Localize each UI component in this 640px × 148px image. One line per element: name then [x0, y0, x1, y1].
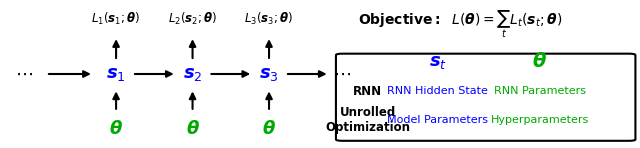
Text: RNN Hidden State: RNN Hidden State: [387, 86, 488, 96]
Text: $\boldsymbol{s}_2$: $\boldsymbol{s}_2$: [183, 65, 202, 83]
Text: $\cdots$: $\cdots$: [15, 65, 33, 83]
Text: Model Parameters: Model Parameters: [387, 115, 488, 126]
Text: $\boldsymbol{\theta}$: $\boldsymbol{\theta}$: [532, 52, 547, 71]
Text: $\boldsymbol{\theta}$: $\boldsymbol{\theta}$: [186, 120, 200, 138]
Text: $\boldsymbol{s}_t$: $\boldsymbol{s}_t$: [429, 53, 447, 71]
Text: $\mathbf{Objective:}$  $L(\boldsymbol{\theta}) = \sum_t L_t(\boldsymbol{s}_t;\bo: $\mathbf{Objective:}$ $L(\boldsymbol{\th…: [358, 9, 563, 40]
Text: RNN Parameters: RNN Parameters: [494, 86, 586, 96]
Text: $\cdots$: $\cdots$: [333, 65, 351, 83]
Text: $\boldsymbol{\theta}$: $\boldsymbol{\theta}$: [109, 120, 123, 138]
Text: $L_2(\boldsymbol{s}_2;\boldsymbol{\theta})$: $L_2(\boldsymbol{s}_2;\boldsymbol{\theta…: [168, 11, 217, 27]
Text: $L_3(\boldsymbol{s}_3;\boldsymbol{\theta})$: $L_3(\boldsymbol{s}_3;\boldsymbol{\theta…: [244, 11, 294, 27]
Text: Hyperparameters: Hyperparameters: [491, 115, 589, 126]
FancyBboxPatch shape: [336, 54, 636, 141]
Text: RNN: RNN: [353, 85, 382, 98]
Text: Unrolled
Optimization: Unrolled Optimization: [325, 106, 410, 135]
Text: $\boldsymbol{s}_1$: $\boldsymbol{s}_1$: [106, 65, 126, 83]
Text: $\boldsymbol{s}_3$: $\boldsymbol{s}_3$: [259, 65, 279, 83]
Text: $L_1(\boldsymbol{s}_1;\boldsymbol{\theta})$: $L_1(\boldsymbol{s}_1;\boldsymbol{\theta…: [92, 11, 141, 27]
Text: $\boldsymbol{\theta}$: $\boldsymbol{\theta}$: [262, 120, 276, 138]
